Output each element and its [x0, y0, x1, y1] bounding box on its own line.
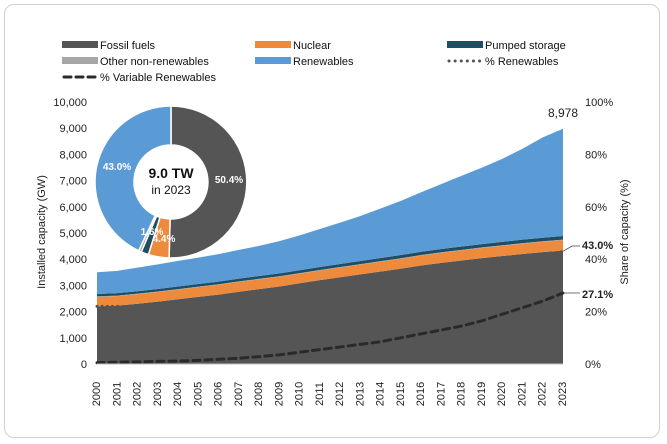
- y-tick-label: 6,000: [59, 202, 87, 214]
- y-axis-right-label: Share of capacity (%): [619, 179, 631, 284]
- y-tick-label: 1,000: [59, 333, 87, 345]
- donut-label-pumped-storage: 1.6%: [141, 227, 164, 238]
- legend: Fossil fuels Nuclear Pumped storage Other n…: [62, 40, 566, 84]
- x-tick-label: 2018: [456, 382, 468, 406]
- x-tick-label: 2000: [91, 382, 103, 406]
- area-renewables: [97, 128, 563, 295]
- x-tick-label: 2019: [476, 382, 488, 406]
- y-right-tick-label: 20%: [585, 307, 607, 319]
- line-pct-variable-renewables: [95, 291, 565, 365]
- y-tick-label: 7,000: [59, 176, 87, 188]
- x-tick-label: 2012: [334, 382, 346, 406]
- x-tick-label: 2020: [496, 382, 508, 406]
- donut-center-sub: in 2023: [151, 183, 191, 197]
- donut-chart: 9.0 TW in 2023 50.4% 4.4%1.6% 43.0%: [94, 105, 248, 259]
- legend-swatch: [62, 57, 98, 64]
- y-right-tick-label: 80%: [585, 149, 607, 161]
- legend-swatch: [255, 57, 291, 64]
- share-lines: [95, 249, 565, 365]
- legend-label: Fossil fuels: [100, 40, 156, 52]
- area-pumped-storage: [97, 235, 563, 297]
- total-2023-label: 8,978: [548, 106, 578, 120]
- donut-label-nuclear: 4.4%: [153, 234, 176, 245]
- x-tick-label: 2013: [354, 382, 366, 406]
- legend-item-pct-renewables: % Renewables: [447, 56, 559, 68]
- annotations: 8,978 43.0% 27.1%: [548, 106, 613, 301]
- y-tick-label: 0: [81, 359, 87, 371]
- x-tick-label: 2010: [294, 382, 306, 406]
- legend-label: % Renewables: [485, 56, 559, 68]
- x-tick-label: 2004: [172, 382, 184, 406]
- legend-item-nuclear: Nuclear: [255, 40, 331, 52]
- x-tick-label: 2023: [557, 382, 569, 406]
- x-tick-label: 2021: [516, 382, 528, 406]
- y-tick-label: 10,000: [53, 97, 87, 109]
- x-tick-label: 2011: [314, 382, 326, 406]
- x-tick-label: 2009: [273, 382, 285, 406]
- y-right-tick-label: 0%: [585, 359, 601, 371]
- legend-item-renewables: Renewables: [255, 56, 354, 68]
- legend-swatch: [62, 41, 98, 48]
- donut-slice-fossil-fuels: [168, 105, 248, 259]
- x-tick-label: 2016: [415, 382, 427, 406]
- y-right-tick-label: 40%: [585, 254, 607, 266]
- y-tick-label: 8,000: [59, 149, 87, 161]
- x-tick-label: 2015: [395, 382, 407, 406]
- x-tick-label: 2017: [435, 382, 447, 406]
- legend-label: % Variable Renewables: [100, 72, 216, 84]
- legend-swatch: [255, 41, 291, 48]
- y-right-tick-label: 60%: [585, 202, 607, 214]
- donut-label-renewables: 43.0%: [103, 162, 131, 173]
- area-nuclear: [97, 240, 563, 307]
- y-axis-label: Installed capacity (GW): [36, 175, 48, 289]
- pct-variable-2023-label: 27.1%: [582, 289, 613, 301]
- y-right-tick-label: 100%: [585, 97, 613, 109]
- x-tick-label: 2002: [132, 382, 144, 406]
- y-tick-label: 4,000: [59, 254, 87, 266]
- donut-hole: [135, 146, 207, 218]
- x-tick-label: 2008: [253, 382, 265, 406]
- x-tick-label: 2005: [192, 382, 204, 406]
- x-tick-label: 2003: [152, 382, 164, 406]
- donut-center-value: 9.0 TW: [148, 165, 194, 181]
- legend-label: Nuclear: [293, 40, 331, 52]
- legend-label: Other non-renewables: [100, 56, 209, 68]
- legend-item-pct-variable-renewables: % Variable Renewables: [62, 72, 216, 84]
- legend-label: Pumped storage: [485, 40, 566, 52]
- legend-swatch: [447, 41, 483, 48]
- y-tick-label: 5,000: [59, 228, 87, 240]
- donut-label-fossil-fuels: 50.4%: [215, 175, 243, 186]
- leader-pct-renewables: [562, 245, 580, 252]
- y-tick-label: 3,000: [59, 280, 87, 292]
- x-tick-label: 2014: [375, 382, 387, 406]
- donut-slice-renewables: [94, 105, 172, 252]
- y-tick-label: 2,000: [59, 307, 87, 319]
- x-tick-label: 2007: [233, 382, 245, 406]
- legend-item-other-non-renewables: Other non-renewables: [62, 56, 209, 68]
- donut-slices: [94, 105, 248, 259]
- x-tick-label: 2006: [213, 382, 225, 406]
- legend-item-fossil-fuels: Fossil fuels: [62, 40, 156, 52]
- pct-renewables-2023-label: 43.0%: [582, 240, 613, 252]
- x-tick-label: 2022: [537, 382, 549, 406]
- donut-labels: 50.4% 4.4%1.6% 43.0%: [103, 162, 243, 245]
- axes: Installed capacity (GW) Share of capacit…: [36, 97, 631, 406]
- x-tick-label: 2001: [111, 382, 123, 406]
- line-pct-renewables: [95, 249, 565, 311]
- legend-label: Renewables: [293, 56, 354, 68]
- y-tick-label: 9,000: [59, 123, 87, 135]
- legend-item-pumped-storage: Pumped storage: [447, 40, 566, 52]
